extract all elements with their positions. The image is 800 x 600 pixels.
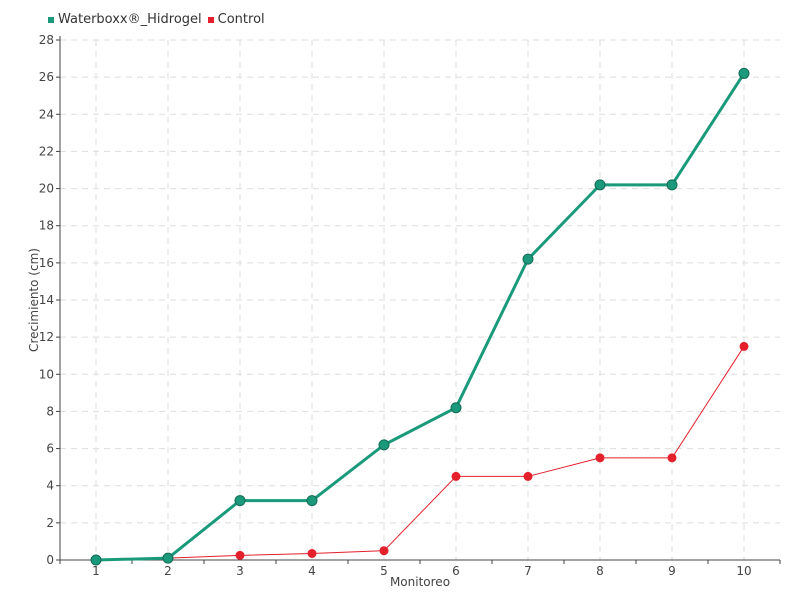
y-axis-title: Crecimiento (cm) (27, 248, 41, 352)
axis-labels: Monitoreo Crecimiento (cm) (27, 248, 450, 589)
data-point-waterboxx[interactable] (522, 253, 534, 265)
x-tick-label: 9 (668, 564, 676, 578)
x-axis-title: Monitoreo (390, 575, 450, 589)
data-point-waterboxx[interactable] (738, 67, 750, 79)
data-point-control[interactable] (235, 550, 245, 560)
series-line-waterboxx (95, 72, 746, 562)
x-tick-label: 6 (452, 564, 460, 578)
x-tick-label: 8 (596, 564, 604, 578)
y-tick-label: 14 (39, 293, 54, 307)
data-point-waterboxx[interactable] (594, 179, 606, 191)
legend-label-control: Control (217, 12, 265, 27)
y-tick-label: 28 (39, 33, 54, 47)
y-tick-label: 12 (39, 330, 54, 344)
legend-label-waterboxx: Waterboxx®_Hidrogel (58, 12, 202, 27)
data-point-waterboxx[interactable] (90, 554, 102, 566)
y-tick-label: 10 (39, 367, 54, 381)
data-point-waterboxx[interactable] (306, 495, 318, 507)
x-tick-label: 5 (380, 564, 388, 578)
y-tick-label: 6 (46, 442, 54, 456)
data-point-waterboxx[interactable] (234, 495, 246, 507)
legend-swatch-waterboxx (48, 16, 54, 23)
data-point-control[interactable] (739, 341, 749, 351)
series-layer (90, 67, 750, 566)
x-tick-label: 4 (308, 564, 316, 578)
data-point-control[interactable] (379, 546, 389, 556)
data-point-control[interactable] (595, 453, 605, 463)
data-point-control[interactable] (667, 453, 677, 463)
y-tick-label: 4 (46, 479, 54, 493)
y-tick-label: 24 (39, 107, 54, 121)
y-tick-label: 26 (39, 70, 54, 84)
y-tick-label: 8 (46, 404, 54, 418)
y-tick-label: 20 (39, 182, 54, 196)
data-point-control[interactable] (451, 471, 461, 481)
x-tick-label: 7 (524, 564, 532, 578)
y-tick-label: 16 (39, 256, 54, 270)
x-tick-label: 10 (736, 564, 751, 578)
x-tick-label: 2 (164, 564, 172, 578)
data-point-waterboxx[interactable] (666, 179, 678, 191)
grid-lines (60, 39, 780, 560)
data-point-control[interactable] (307, 549, 317, 558)
chart-legend: Waterboxx®_Hidrogel Control (48, 12, 271, 27)
y-tick-label: 22 (39, 144, 54, 158)
legend-swatch-control (207, 16, 214, 23)
data-point-waterboxx[interactable] (378, 439, 390, 451)
y-tick-label: 2 (46, 516, 54, 530)
data-point-control[interactable] (523, 471, 533, 481)
data-point-waterboxx[interactable] (162, 552, 174, 564)
y-tick-label: 0 (46, 553, 54, 567)
x-tick-label: 1 (92, 564, 100, 578)
x-tick-label: 3 (236, 564, 244, 578)
data-point-waterboxx[interactable] (450, 402, 462, 414)
y-tick-label: 18 (39, 219, 54, 233)
legend-item-waterboxx[interactable]: Waterboxx®_Hidrogel (48, 12, 202, 27)
legend-item-control[interactable]: Control (207, 12, 265, 27)
series-line-control (95, 346, 745, 561)
